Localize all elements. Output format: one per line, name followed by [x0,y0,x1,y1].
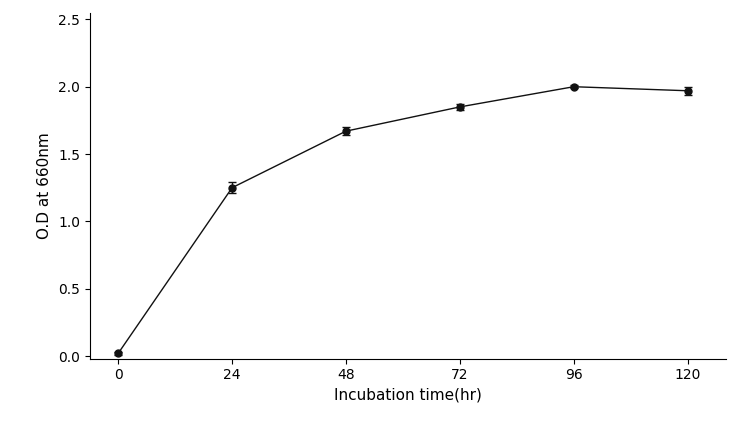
X-axis label: Incubation time(hr): Incubation time(hr) [334,388,482,403]
Y-axis label: O.D at 660nm: O.D at 660nm [37,133,52,239]
